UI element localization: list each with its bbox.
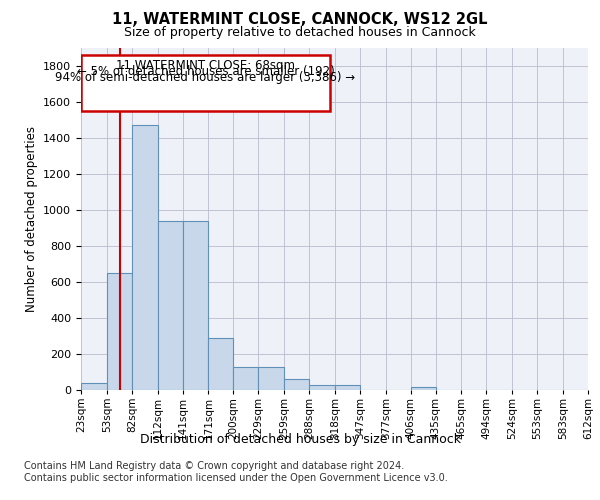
Bar (233, 368, 259, 390)
Bar (81, 54, 330, 112)
Text: Contains HM Land Registry data © Crown copyright and database right 2024.: Contains HM Land Registry data © Crown c… (24, 461, 404, 471)
Text: ← 5% of detached houses are smaller (192): ← 5% of detached houses are smaller (192… (77, 65, 334, 78)
Bar (182, 222, 208, 390)
Y-axis label: Number of detached properties: Number of detached properties (25, 126, 38, 312)
Bar (132, 125, 158, 390)
Bar (158, 222, 182, 390)
Bar (208, 338, 233, 390)
Text: Distribution of detached houses by size in Cannock: Distribution of detached houses by size … (139, 432, 461, 446)
Text: Size of property relative to detached houses in Cannock: Size of property relative to detached ho… (124, 26, 476, 39)
Text: 11, WATERMINT CLOSE, CANNOCK, WS12 2GL: 11, WATERMINT CLOSE, CANNOCK, WS12 2GL (112, 12, 488, 28)
Text: 11 WATERMINT CLOSE: 68sqm: 11 WATERMINT CLOSE: 68sqm (116, 59, 295, 72)
Text: Contains public sector information licensed under the Open Government Licence v3: Contains public sector information licen… (24, 473, 448, 483)
Bar (107, 273, 132, 390)
Bar (284, 379, 309, 390)
Bar (410, 388, 436, 390)
Bar (309, 386, 335, 390)
Bar (81, 383, 107, 390)
Text: 94% of semi-detached houses are larger (3,386) →: 94% of semi-detached houses are larger (… (55, 71, 355, 84)
Bar (259, 368, 284, 390)
Bar (335, 386, 360, 390)
